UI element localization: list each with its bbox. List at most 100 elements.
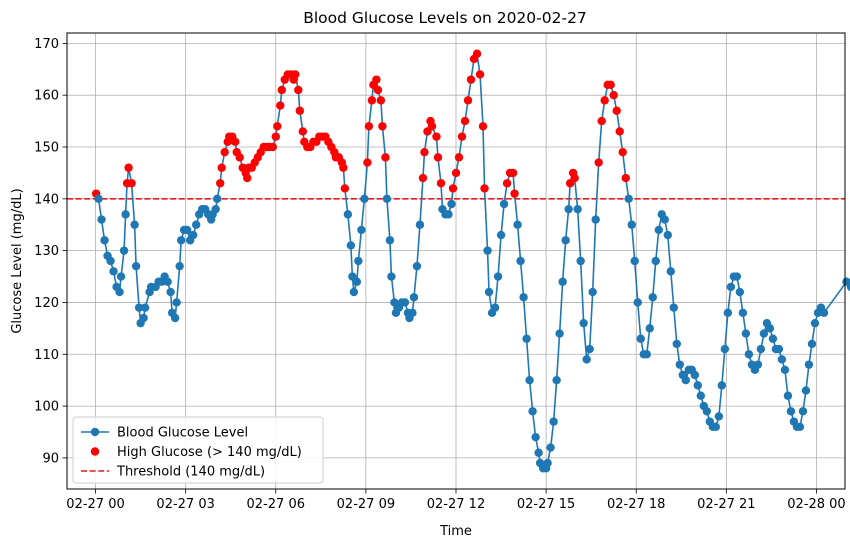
high-glucose-point [597, 116, 606, 126]
glucose-point [693, 381, 703, 390]
glucose-point [382, 194, 392, 204]
high-glucose-point [480, 184, 489, 193]
glucose-point [444, 210, 453, 219]
high-glucose-point [339, 163, 348, 172]
glucose-point [528, 407, 537, 416]
glucose-point [531, 432, 540, 442]
glucose-point [711, 422, 721, 432]
high-glucose-point [510, 189, 519, 198]
glucose-point [795, 422, 805, 432]
glucose-point [801, 386, 811, 395]
high-glucose-point [427, 122, 437, 131]
glucose-point [121, 210, 130, 219]
glucose-point [522, 334, 531, 343]
high-glucose-point [457, 132, 467, 141]
glucose-point [543, 458, 552, 468]
glucose-point [642, 350, 651, 359]
glucose-point [131, 261, 141, 271]
glucose-point [130, 220, 139, 229]
high-glucose-point [271, 132, 280, 141]
glucose-point [675, 360, 684, 369]
glucose-point [669, 303, 678, 312]
glucose-series [91, 49, 850, 473]
glucose-point [546, 443, 555, 452]
glucose-point [119, 246, 129, 255]
x-tick-label: 02-27 00 [66, 497, 124, 512]
legend: Blood Glucose Level High Glucose (> 140 m… [72, 416, 324, 484]
y-tick-label: 100 [34, 400, 59, 415]
y-tick-label: 170 [34, 37, 59, 52]
glucose-point [846, 282, 850, 291]
high-glucose-point [472, 49, 482, 58]
high-glucose-point [594, 158, 603, 167]
y-tick-label: 150 [34, 141, 59, 156]
x-tick-label: 02-27 09 [337, 497, 395, 512]
high-glucose-point [466, 75, 476, 84]
glucose-point [100, 236, 109, 245]
high-glucose-point [295, 106, 304, 115]
glucose-point [810, 318, 820, 328]
glucose-point [654, 225, 663, 235]
high-glucose-point [291, 70, 300, 79]
glucose-point [842, 277, 850, 286]
high-glucose-point [436, 179, 446, 188]
high-glucose-point [378, 122, 387, 131]
high-glucose-point [463, 96, 473, 105]
legend-entry-label: Threshold (140 mg/dL) [116, 465, 265, 480]
glucose-point [783, 391, 793, 400]
glucose-point [582, 355, 591, 364]
glucose-point [493, 272, 503, 281]
high-glucose-point [618, 147, 627, 157]
glucose-point [798, 407, 808, 416]
chart-title: Blood Glucose Levels on 2020-02-27 [303, 9, 587, 27]
glucose-point [714, 412, 724, 421]
x-axis-ticks: 02-27 00 02-27 03 02-27 06 02-27 09 02-27 12… [66, 489, 846, 512]
glucose-point [807, 339, 817, 349]
glucose-point [357, 225, 366, 235]
y-axis-ticks: 90 100 110 120 130 140 150 160 170 [34, 37, 67, 466]
glucose-point [191, 220, 201, 229]
high-glucose-point [451, 168, 461, 178]
glucose-point [519, 293, 528, 302]
glucose-point [696, 391, 706, 400]
high-glucose-point [277, 85, 286, 95]
high-glucose-point [124, 163, 133, 172]
high-glucose-point [454, 153, 464, 162]
x-tick-label: 02-27 15 [517, 497, 575, 512]
glucose-point [576, 256, 585, 266]
glucose-point [645, 324, 654, 333]
glucose-point [513, 220, 522, 229]
high-glucose-point [621, 173, 630, 183]
high-glucose-point [216, 179, 225, 188]
high-glucose-point [376, 96, 386, 105]
glucose-point [516, 256, 525, 266]
glucose-point [720, 344, 730, 354]
glucose-point [672, 339, 681, 349]
x-axis-title: Time [439, 524, 472, 539]
glucose-point [630, 256, 639, 266]
glucose-point [212, 194, 222, 204]
glucose-point [663, 230, 672, 240]
high-glucose-point [363, 158, 372, 167]
high-glucose-point [235, 153, 244, 162]
glucose-point [163, 277, 172, 286]
glucose-point [774, 344, 784, 354]
y-tick-label: 160 [34, 89, 59, 104]
high-glucose-point [420, 147, 429, 157]
high-glucose-point [609, 90, 618, 100]
glucose-point [777, 355, 787, 364]
high-glucose-point [508, 168, 518, 178]
glucose-point [636, 334, 645, 343]
glucose-point [140, 303, 150, 312]
glucose-point [753, 360, 763, 369]
glucose-point [385, 236, 395, 245]
high-glucose-point [340, 184, 350, 193]
glucose-point [804, 360, 814, 369]
glucose-point [182, 225, 192, 235]
glucose-point [558, 277, 567, 286]
x-tick-label: 02-27 06 [247, 497, 305, 512]
y-tick-label: 130 [34, 244, 59, 259]
x-tick-label: 02-27 21 [697, 497, 755, 512]
x-tick-label: 02-27 12 [427, 497, 485, 512]
